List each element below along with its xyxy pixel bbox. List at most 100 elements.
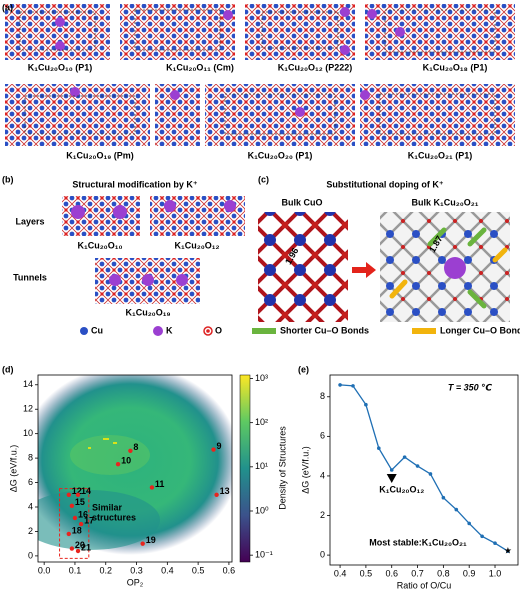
x-tick-label: 0.1 xyxy=(69,565,82,575)
legend-label: Shorter Cu–O Bonds xyxy=(280,325,369,335)
x-tick-label: 0.5 xyxy=(360,568,373,578)
data-point xyxy=(441,495,446,500)
point-label: 14 xyxy=(81,486,91,496)
colorbar-label: Density of Structures xyxy=(277,426,287,510)
data-point xyxy=(66,531,71,537)
panel-label: (c) xyxy=(258,174,269,184)
annotation: K₁Cu₂₀O₁₂ xyxy=(379,484,424,494)
y-tick-label: 6 xyxy=(28,477,33,487)
x-tick-label: 0.9 xyxy=(463,568,476,578)
plot-frame xyxy=(329,374,519,566)
y-tick-label: 8 xyxy=(320,391,325,401)
panel-label: (e) xyxy=(298,364,309,374)
structures-b xyxy=(62,196,245,304)
density-map xyxy=(38,375,232,562)
structure-label: K₁Cu₂₀O₂₀ (P1) xyxy=(248,150,313,160)
x-tick-label: 0.8 xyxy=(437,568,450,578)
legend-label: O xyxy=(215,325,222,335)
data-point xyxy=(389,468,394,472)
data-point xyxy=(402,455,407,459)
y-axis-label: ΔG (eV/f.u.) xyxy=(8,445,18,493)
row-label: Layers xyxy=(15,216,44,226)
structure-label: Bulk K₁Cu₂₀O₂₁ xyxy=(412,197,479,207)
x-tick-label: 0.4 xyxy=(161,565,174,575)
data-point xyxy=(415,464,420,468)
data-point xyxy=(128,448,133,453)
data-point xyxy=(338,383,342,387)
panel-label: (d) xyxy=(2,364,14,374)
data-point xyxy=(364,402,368,407)
legend-marks xyxy=(80,326,436,336)
data-point xyxy=(115,462,121,467)
row-label: Tunnels xyxy=(13,272,47,282)
data-point xyxy=(78,521,84,527)
structure-label: K₁Cu₂₀O₁₂ (P222) xyxy=(278,62,353,72)
legend-label: Longer Cu–O Bonds xyxy=(440,325,520,335)
colorbar-tick-label: 10⁻¹ xyxy=(255,550,273,560)
data-point xyxy=(69,503,75,508)
panel-title: Substitutional doping of K⁺ xyxy=(326,179,443,189)
colorbar-tick-label: 10³ xyxy=(255,373,268,383)
x-tick-label: 0.7 xyxy=(411,568,424,578)
structure-label: K₁Cu₂₀O₁₀ xyxy=(77,240,122,250)
data-point xyxy=(377,446,381,451)
colorbar-tick-label: 10¹ xyxy=(255,461,268,471)
data-line xyxy=(340,384,509,552)
panel-label: (a) xyxy=(2,2,13,12)
x-axis-label: OP₂ xyxy=(127,577,144,587)
point-label: 19 xyxy=(146,535,156,545)
data-point xyxy=(69,546,75,551)
data-point xyxy=(211,447,216,452)
legend-label: Cu xyxy=(91,325,103,335)
colorbar-tick-label: 10⁰ xyxy=(255,505,269,515)
data-point xyxy=(428,472,433,476)
point-label: 21 xyxy=(81,542,91,552)
structures-a xyxy=(5,4,515,146)
point-label: 13 xyxy=(220,486,230,496)
y-tick-label: 0 xyxy=(320,549,325,559)
structure-label: K₁Cu₂₀O₁₂ xyxy=(175,240,220,250)
point-label: 17 xyxy=(84,515,94,525)
point-label: 10 xyxy=(121,456,131,466)
structure-label: K₁Cu₂₀O₁₁ (Cm) xyxy=(166,62,234,72)
point-label: 15 xyxy=(75,497,85,507)
point-label: 16 xyxy=(78,509,88,519)
point-label: 8 xyxy=(133,442,138,452)
y-tick-label: 4 xyxy=(320,470,325,480)
x-tick-label: 0.6 xyxy=(223,565,236,575)
y-tick-label: 2 xyxy=(28,526,33,536)
structure-label: K₁Cu₂₀O₁₉ (Pm) xyxy=(66,150,134,160)
x-tick-label: 1.0 xyxy=(489,568,502,578)
data-point xyxy=(66,492,71,497)
colorbar xyxy=(239,374,251,563)
data-point xyxy=(454,507,459,512)
structure-label: K₁Cu₂₀O₁₉ xyxy=(125,307,170,317)
data-point xyxy=(214,492,219,497)
data-point xyxy=(480,534,484,539)
marker-star: ★ xyxy=(504,546,512,556)
y-tick-label: 14 xyxy=(23,379,33,389)
panel-label: (b) xyxy=(2,174,14,184)
data-point xyxy=(72,515,78,521)
structure-label: K₁Cu₂₀O₁₀ (P1) xyxy=(28,62,93,72)
y-tick-label: 4 xyxy=(28,501,33,511)
plot-frame xyxy=(37,374,233,563)
y-tick-label: 6 xyxy=(320,431,325,441)
x-tick-label: 0.6 xyxy=(385,568,398,578)
data-point xyxy=(506,549,510,553)
annotation: Similar xyxy=(92,502,123,512)
data-point xyxy=(493,541,497,546)
y-tick-label: 0 xyxy=(28,550,33,560)
point-label: 11 xyxy=(155,479,165,489)
data-point xyxy=(75,548,81,554)
y-tick-label: 2 xyxy=(320,510,325,520)
y-axis-label: ΔG (eV/f.u.) xyxy=(300,446,310,494)
x-tick-label: 0.4 xyxy=(334,568,347,578)
structure-label: Bulk CuO xyxy=(281,197,322,207)
x-tick-label: 0.3 xyxy=(130,565,143,575)
structures-c xyxy=(258,212,510,322)
colorbar-tick-label: 10² xyxy=(255,417,268,427)
x-tick-label: 0.2 xyxy=(99,565,112,575)
data-point xyxy=(149,485,155,490)
